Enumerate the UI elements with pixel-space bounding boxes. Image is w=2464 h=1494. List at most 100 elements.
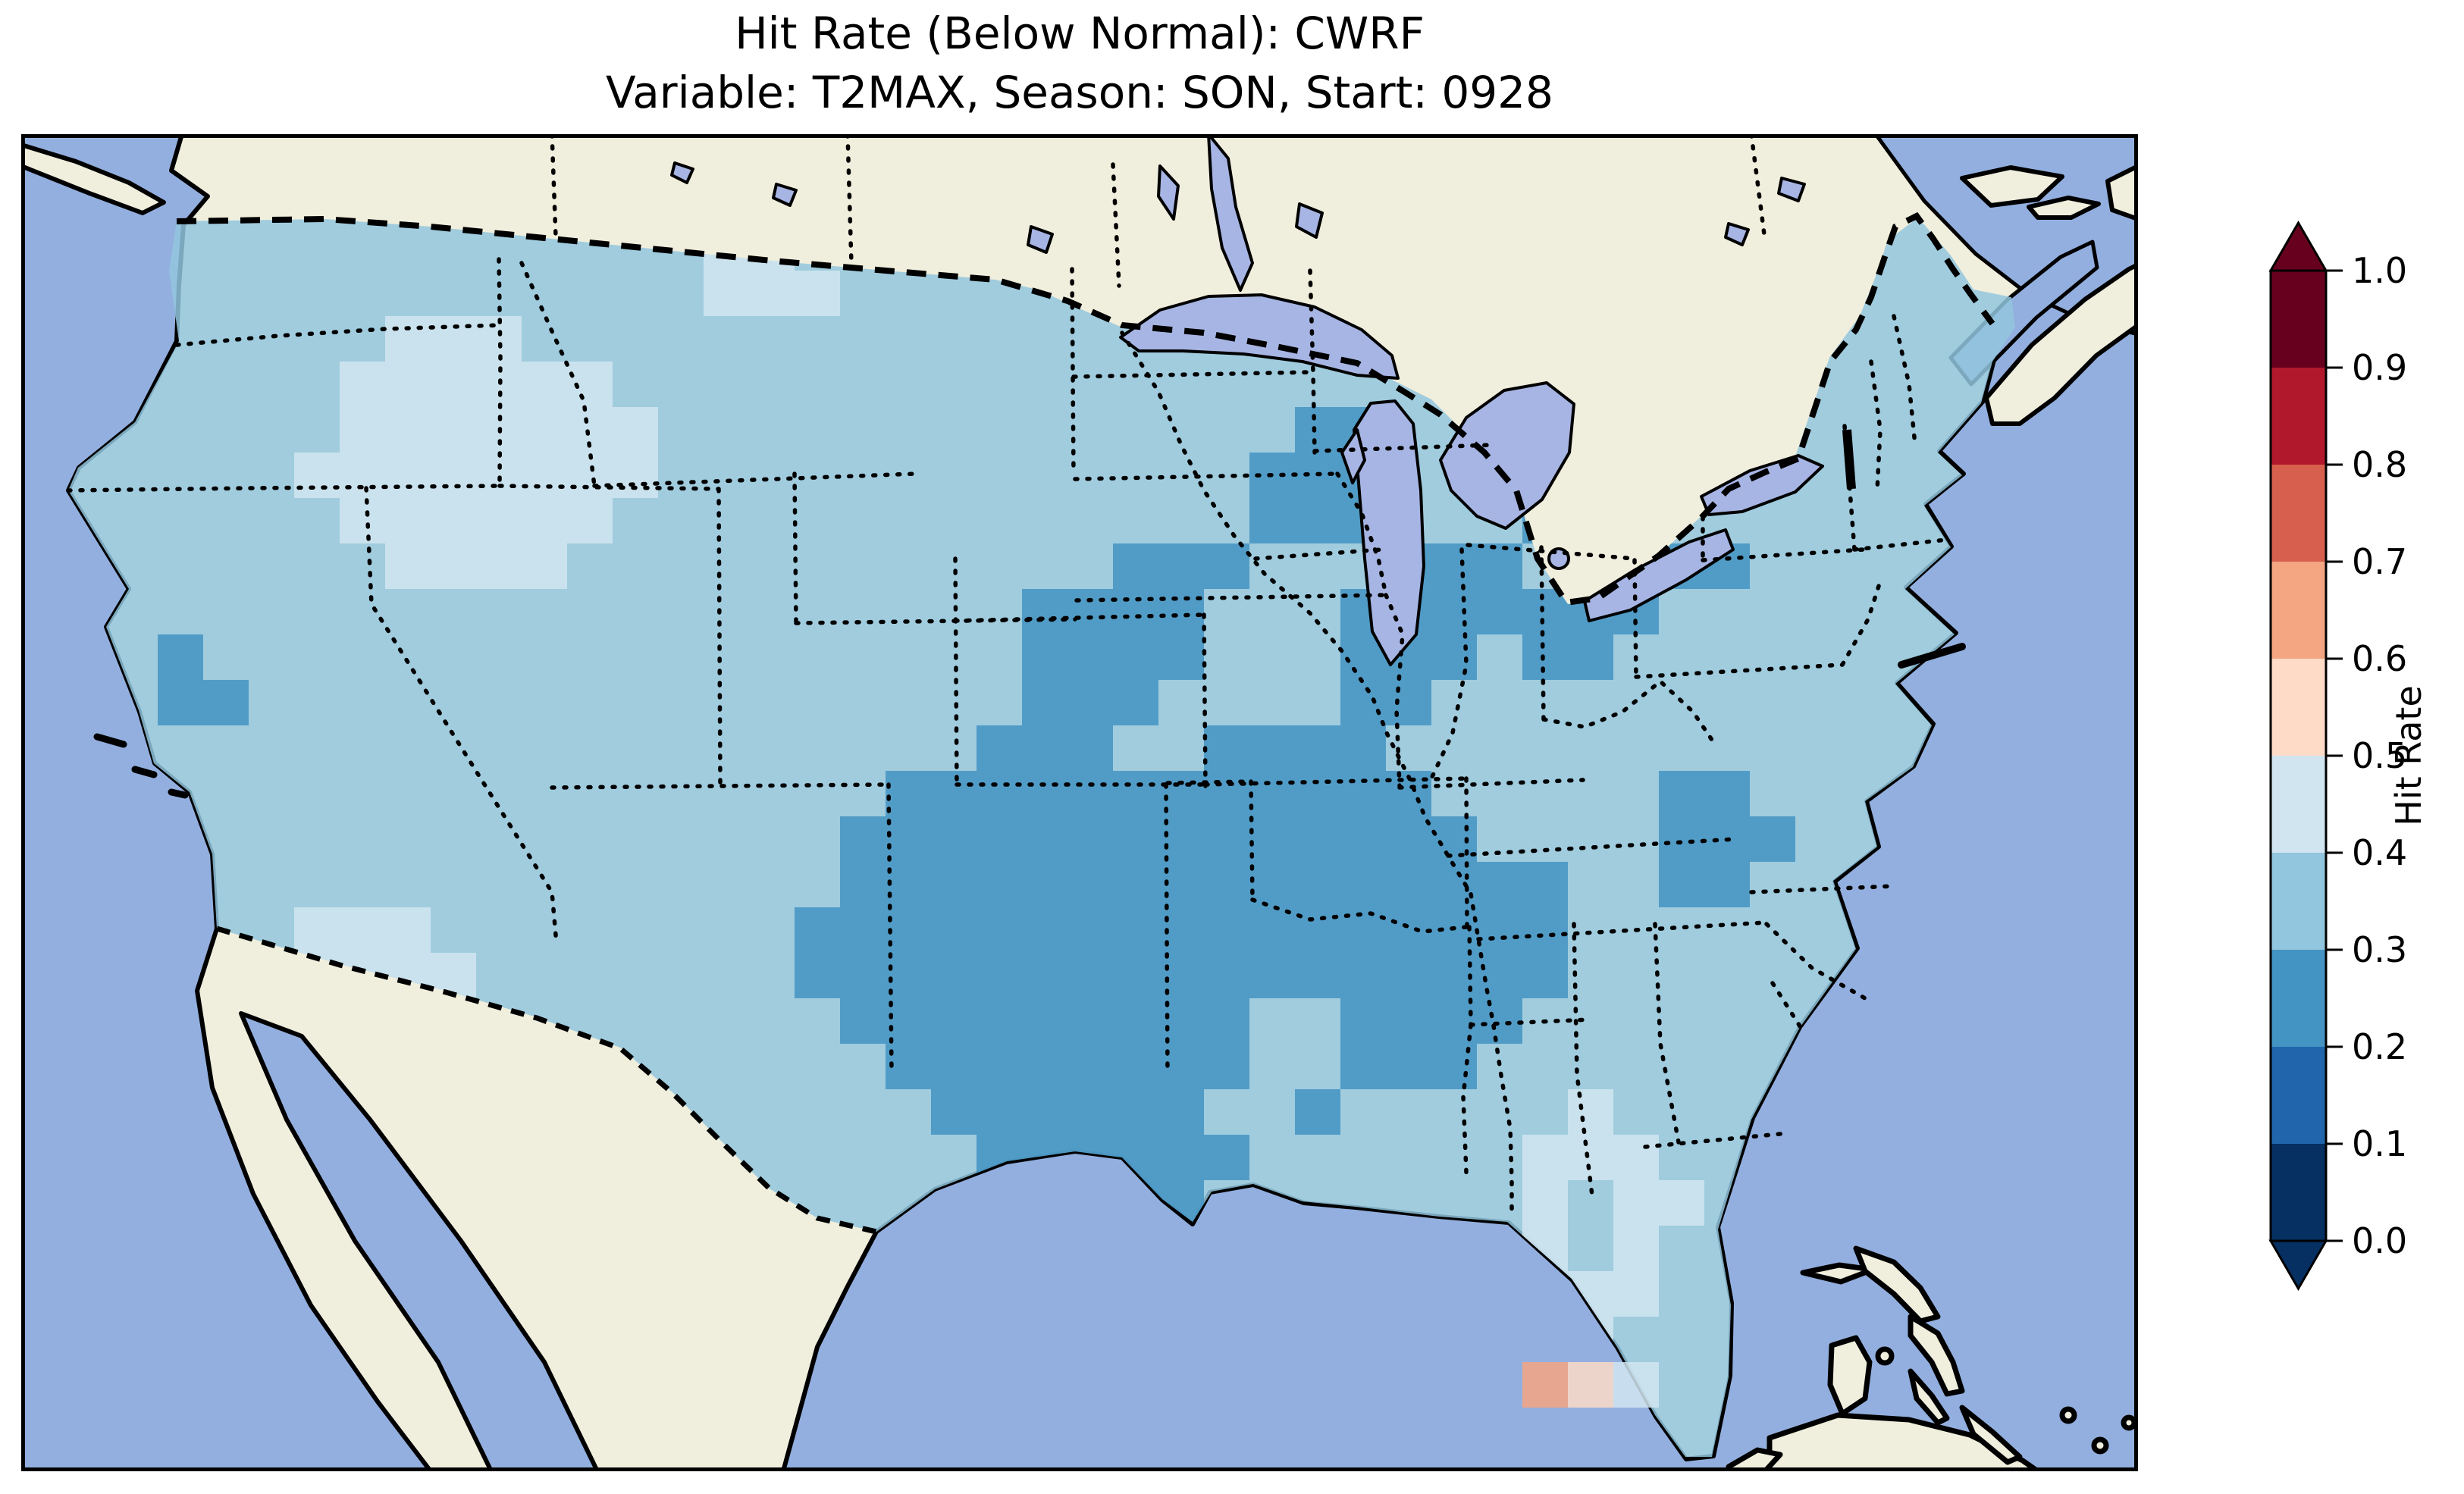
grid-cell	[1431, 862, 1477, 907]
grid-cell	[931, 907, 977, 953]
grid-cell	[1522, 907, 1568, 953]
grid-cell	[931, 771, 977, 816]
grid-cell	[1386, 1044, 1431, 1089]
grid-cell	[931, 953, 977, 998]
grid-cell	[385, 543, 431, 589]
grid-cell	[886, 907, 931, 953]
grid-cell	[1022, 862, 1067, 907]
grid-cell	[1477, 589, 1522, 634]
grid-cell	[1613, 1226, 1659, 1271]
grid-cell	[340, 907, 385, 953]
grid-cell	[1158, 1135, 1204, 1180]
grid-cell	[1568, 634, 1613, 680]
grid-cell	[567, 498, 613, 543]
grid-cell	[1022, 953, 1067, 998]
colorbar-segments	[2271, 271, 2326, 1241]
colorbar-panel: 1.00.90.80.70.60.50.40.30.20.10.0 Hit Ra…	[2229, 197, 2464, 1357]
grid-cell	[1158, 543, 1204, 589]
grid-cell	[1158, 589, 1204, 634]
grid-cell	[1295, 953, 1340, 998]
grid-cell	[1067, 907, 1113, 953]
grid-cell	[1613, 1362, 1659, 1408]
grid-cell	[1113, 634, 1158, 680]
grid-cell	[1204, 1135, 1249, 1180]
grid-cell	[1477, 998, 1522, 1044]
grid-cell	[1386, 862, 1431, 907]
grid-cell	[340, 498, 385, 543]
grid-cell	[613, 453, 658, 498]
bahama-cay-2	[2094, 1439, 2106, 1452]
grid-cell	[840, 907, 886, 953]
colorbar-segment	[2271, 853, 2326, 950]
grid-cell	[1067, 953, 1113, 998]
grid-cell	[1522, 953, 1568, 998]
colorbar-tick-label: 0.3	[2352, 929, 2407, 970]
grid-cell	[1522, 1135, 1568, 1180]
grid-cell	[1158, 1089, 1204, 1135]
grid-cell	[294, 907, 340, 953]
grid-cell	[294, 453, 340, 498]
figure-title-line1: Hit Rate (Below Normal): CWRF	[21, 5, 2138, 64]
grid-cell	[1204, 543, 1249, 589]
grid-cell	[977, 771, 1022, 816]
grid-cell	[1022, 1089, 1067, 1135]
grid-cell	[1158, 1044, 1204, 1089]
grid-cell	[886, 862, 931, 907]
grid-cell	[1340, 680, 1386, 725]
grid-cell	[385, 907, 431, 953]
grid-cell	[1022, 725, 1067, 771]
grid-cell	[1249, 498, 1295, 543]
colorbar-tick-label: 0.1	[2352, 1123, 2407, 1164]
grid-cell	[1522, 1180, 1568, 1226]
grid-cell	[931, 1089, 977, 1135]
grid-cell	[931, 816, 977, 862]
grid-cell	[977, 725, 1022, 771]
grid-cell	[1613, 1180, 1659, 1226]
data-grid-overlay-cells	[1522, 1362, 1659, 1408]
grid-cell	[1295, 1089, 1340, 1135]
grid-cell	[1158, 634, 1204, 680]
grid-cell	[1431, 634, 1477, 680]
new-providence	[1878, 1349, 1892, 1363]
grid-cell	[1750, 816, 1795, 862]
grid-cell	[1477, 862, 1522, 907]
grid-cell	[840, 953, 886, 998]
grid-cell	[1295, 498, 1340, 543]
grid-cell	[840, 816, 886, 862]
grid-cell	[1067, 589, 1113, 634]
grid-cell	[1659, 862, 1704, 907]
grid-cell	[977, 862, 1022, 907]
grid-cell	[1113, 589, 1158, 634]
grid-cell	[1568, 1135, 1613, 1180]
grid-cell	[977, 1044, 1022, 1089]
grid-cell	[840, 998, 886, 1044]
colorbar-segment	[2271, 756, 2326, 853]
grid-cell	[1295, 771, 1340, 816]
grid-cell	[931, 862, 977, 907]
grid-cell	[1431, 816, 1477, 862]
grid-cell	[1204, 862, 1249, 907]
grid-cell	[1067, 680, 1113, 725]
grid-cell	[1477, 953, 1522, 998]
grid-cell	[1113, 1089, 1158, 1135]
colorbar-tick-label: 0.6	[2352, 638, 2407, 679]
grid-cell	[476, 543, 522, 589]
figure-root: { "title": { "line1": "Hit Rate (Below N…	[0, 0, 2464, 1494]
grid-cell	[158, 680, 203, 725]
colorbar-tick-label: 0.2	[2352, 1026, 2407, 1067]
grid-cell	[1113, 771, 1158, 816]
grid-cell	[1113, 816, 1158, 862]
colorbar-segment	[2271, 950, 2326, 1047]
grid-cell	[886, 771, 931, 816]
colorbar-segment	[2271, 1144, 2326, 1241]
grid-cell	[977, 998, 1022, 1044]
grid-cell	[522, 543, 567, 589]
grid-cell	[977, 1089, 1022, 1135]
grid-cell	[203, 680, 249, 725]
grid-cell	[1340, 725, 1386, 771]
grid-cell	[431, 316, 476, 362]
grid-cell	[1113, 680, 1158, 725]
grid-cell	[567, 362, 613, 407]
grid-cell	[840, 862, 886, 907]
grid-cell	[795, 953, 840, 998]
